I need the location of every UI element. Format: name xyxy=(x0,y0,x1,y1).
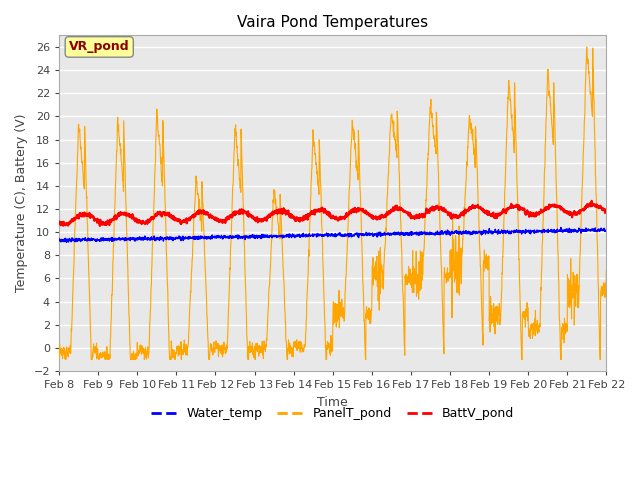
Title: Vaira Pond Temperatures: Vaira Pond Temperatures xyxy=(237,15,428,30)
X-axis label: Time: Time xyxy=(317,396,348,408)
Legend: Water_temp, PanelT_pond, BattV_pond: Water_temp, PanelT_pond, BattV_pond xyxy=(147,402,519,425)
Y-axis label: Temperature (C), Battery (V): Temperature (C), Battery (V) xyxy=(15,114,28,292)
Text: VR_pond: VR_pond xyxy=(69,40,129,53)
